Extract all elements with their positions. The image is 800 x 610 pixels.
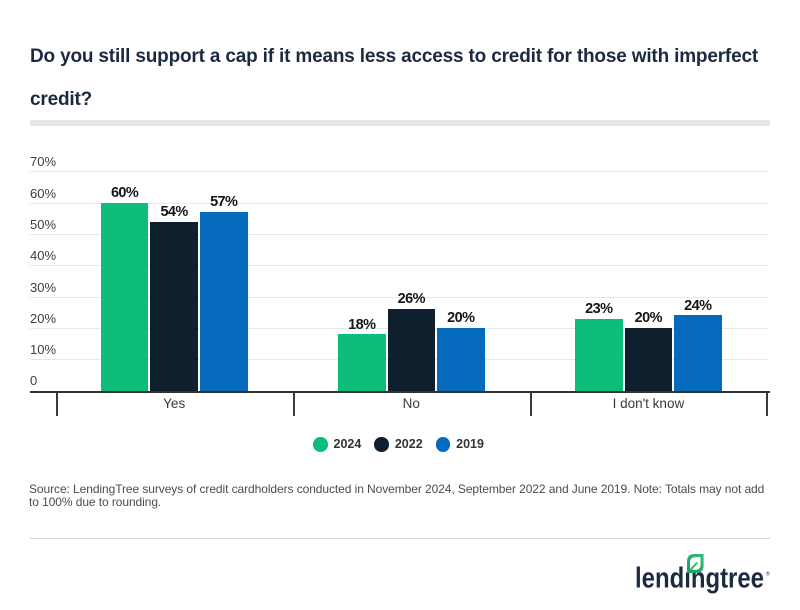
svg-text:®: ® (766, 571, 770, 578)
